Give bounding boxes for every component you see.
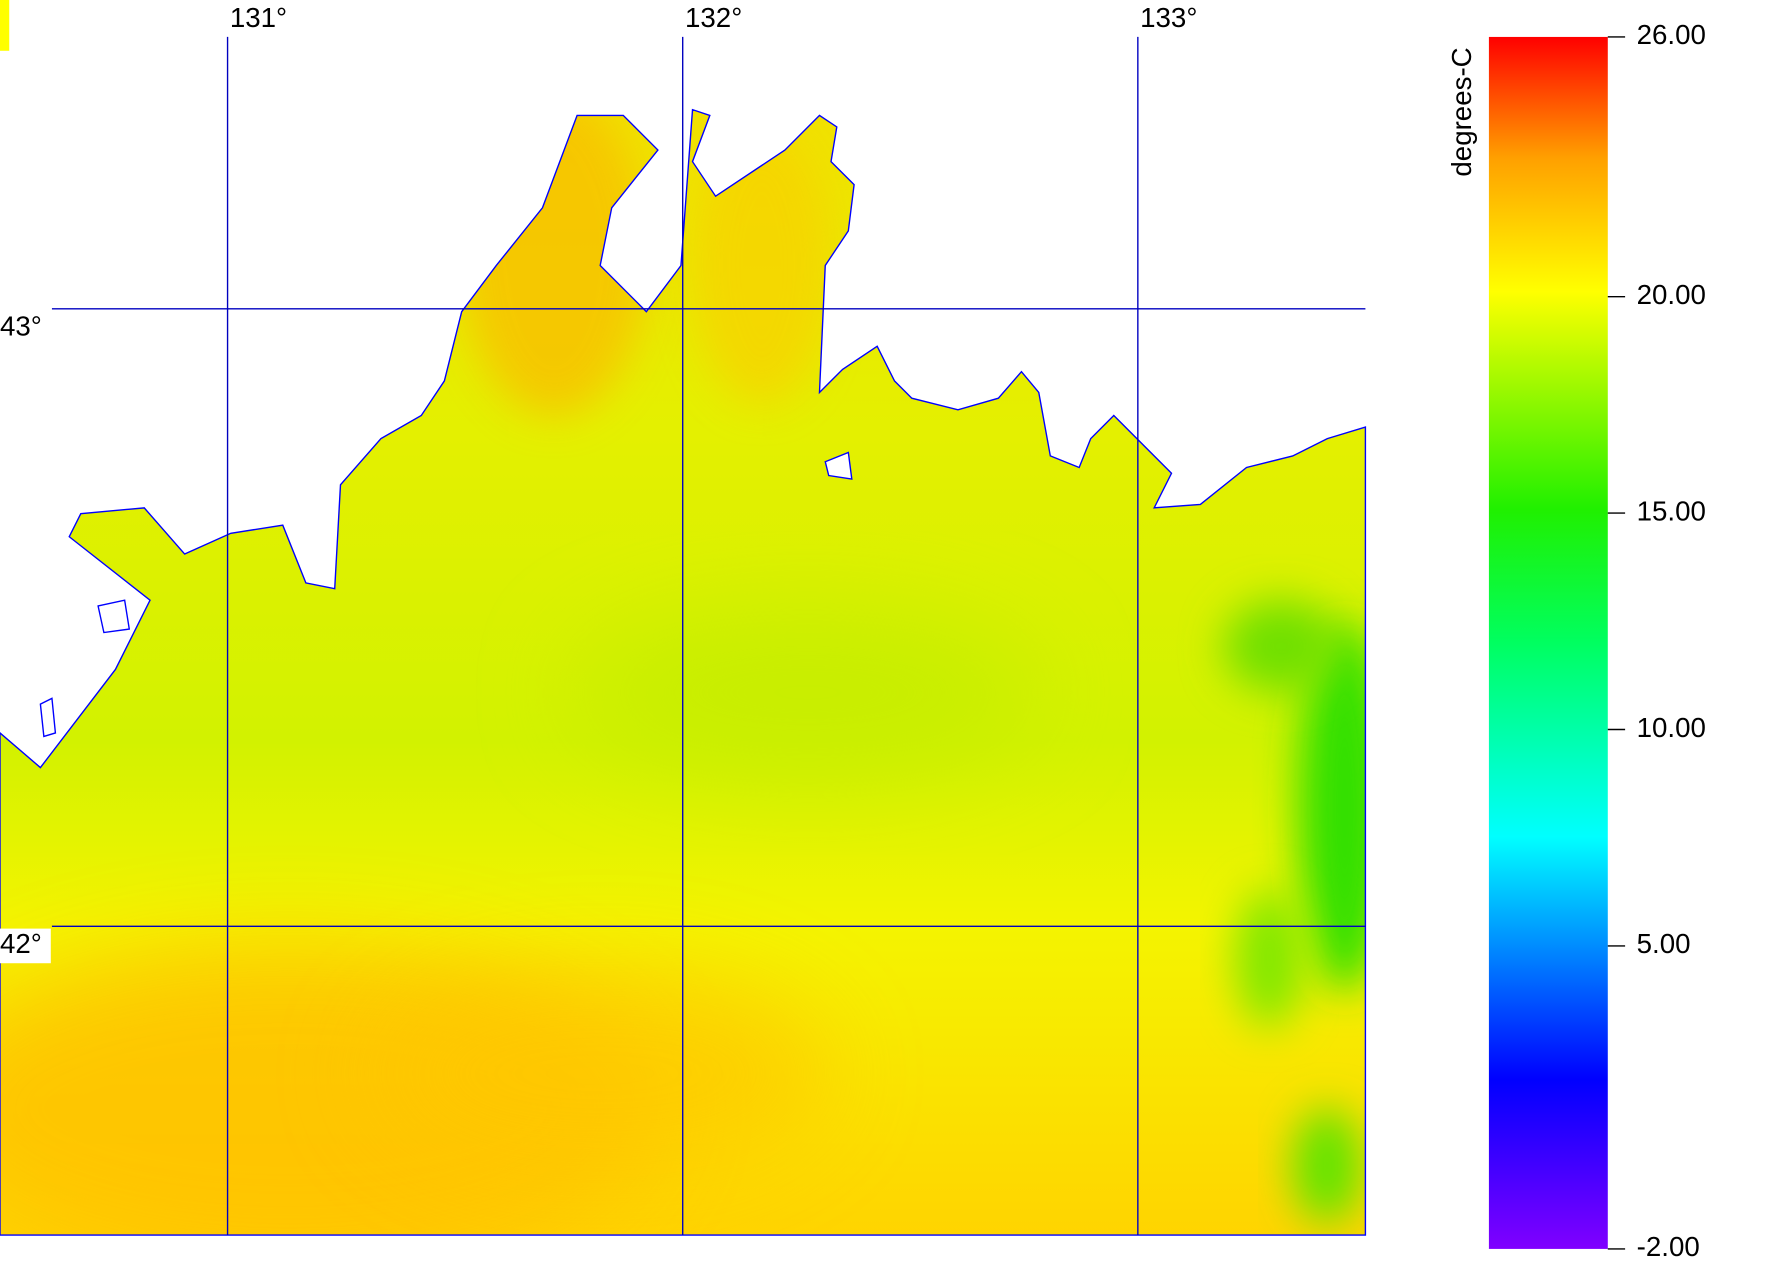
colorbar-tick-label: 15.00: [1637, 495, 1706, 526]
lon-label: 132°: [685, 2, 742, 33]
lon-label: 133°: [1140, 2, 1197, 33]
colorbar-tick-label: 5.00: [1637, 928, 1691, 959]
colorbar-tick-label: -2.00: [1637, 1231, 1700, 1262]
colorbar-tick-label: 20.00: [1637, 279, 1706, 310]
colorbar: [1488, 36, 1608, 1249]
colorbar-tick-label: 26.00: [1637, 19, 1706, 50]
colorbar-label: degrees-C: [1446, 47, 1477, 176]
sst-field: [0, 109, 1366, 1236]
colorbar-tick-label: 10.00: [1637, 712, 1706, 743]
island: [39, 451, 853, 738]
lat-label: 42°: [0, 928, 42, 959]
lat-label: 43°: [0, 311, 42, 342]
lat-label-bg: [0, 311, 51, 346]
lat-label-bg: [0, 928, 51, 964]
lon-label: 131°: [230, 2, 287, 33]
corner-mark: [0, 0, 10, 51]
